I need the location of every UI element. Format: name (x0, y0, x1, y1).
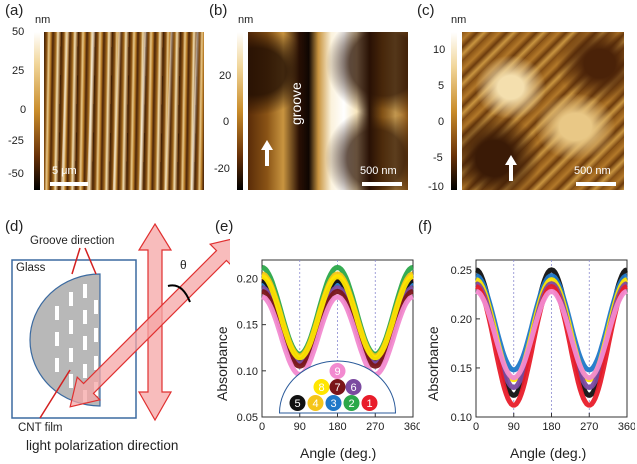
panel-c-tick: 5 (438, 80, 445, 92)
scale-bar-a (50, 182, 88, 186)
chart-f: Absorbance Angle (deg.) 0 90 180 270 360 0.10… (425, 259, 635, 461)
panel-a-unit: nm (35, 14, 51, 26)
chart-e-xlabel: Angle (deg.) (300, 445, 376, 461)
series-line-9 (475, 288, 628, 381)
panel-b-tick: 20 (219, 70, 232, 82)
groove-direction-label: Groove direction (30, 235, 115, 247)
series-line-8 (261, 274, 414, 361)
series-line-9 (261, 294, 414, 377)
panel-c-tick: -10 (428, 181, 444, 193)
y-tick-label: 0.25 (451, 265, 472, 277)
y-tick-label: 0.20 (451, 314, 472, 326)
afm-image-c (462, 32, 624, 190)
panel-a-tick: -50 (8, 168, 24, 180)
y-tick-label: 0.10 (451, 412, 472, 424)
chart-e: Absorbance Angle (deg.) 0 90 180 270 360 0.05… (214, 259, 420, 461)
legend-marker-9 (329, 363, 346, 379)
x-tick-label: 90 (508, 421, 520, 433)
legend-number-8: 8 (318, 382, 324, 394)
scale-bar-c (576, 182, 616, 186)
scale-label-c: 500 nm (574, 165, 611, 177)
chart-f-xlabel: Angle (deg.) (510, 445, 586, 461)
panel-b-colorbar (237, 32, 243, 190)
panel-a-tick: 0 (20, 104, 27, 116)
panel-a-tick: 25 (12, 65, 25, 77)
panel-e-label: (e) (215, 218, 234, 235)
x-tick-label: 0 (473, 421, 479, 433)
panel-d-label: (d) (5, 218, 24, 235)
up-arrow-icon (261, 140, 273, 166)
legend-marker-2 (343, 395, 360, 411)
polarization-schematic (11, 222, 230, 422)
y-tick-label: 0.15 (237, 320, 258, 332)
legend-marker-4 (307, 395, 324, 411)
scale-bar-b (362, 182, 402, 186)
legend-number-6: 6 (350, 382, 356, 394)
legend-marker-5 (289, 395, 306, 411)
diagonal-polarization-arrow (69, 236, 230, 408)
panel-f-label: (f) (418, 218, 433, 235)
legend-marker-7 (329, 379, 346, 395)
series-line-1 (475, 284, 628, 408)
panel-b-label: (b) (209, 2, 228, 19)
groove-label: groove (288, 82, 304, 125)
chart-e-ylabel: Absorbance (214, 326, 230, 401)
y-tick-label: 0.15 (451, 363, 472, 375)
theta-label: θ (180, 258, 187, 272)
afm-image-b (248, 32, 408, 190)
panel-c-tick: 10 (433, 44, 446, 56)
theta-arc (167, 284, 191, 303)
y-tick-label: 0.20 (237, 273, 258, 285)
legend-marker-6 (345, 379, 362, 395)
x-tick-label: 360 (618, 421, 635, 433)
legend-number-1: 1 (366, 398, 372, 410)
x-tick-label: 90 (294, 421, 306, 433)
x-tick-label: 270 (580, 421, 598, 433)
up-arrow-icon (505, 155, 517, 181)
legend-number-9: 9 (334, 366, 340, 378)
legend-number-5: 5 (294, 398, 300, 410)
legend-number-2: 2 (348, 398, 354, 410)
panel-c-label: (c) (417, 2, 435, 19)
panel-b-unit: nm (238, 14, 254, 26)
y-tick-label: 0.10 (237, 366, 258, 378)
x-tick-label: 0 (259, 421, 265, 433)
panel-c-tick: -5 (433, 152, 443, 164)
scale-label-a: 5 μm (52, 165, 77, 177)
panel-a-tick: 50 (12, 26, 25, 38)
cnt-film-label: CNT film (18, 422, 63, 434)
polarization-label: light polarization direction (26, 438, 179, 453)
x-tick-label: 180 (542, 421, 560, 433)
panel-b-tick: -20 (214, 163, 230, 175)
x-tick-label: 270 (366, 421, 384, 433)
panel-a-tick: -25 (8, 135, 24, 147)
legend-number-7: 7 (334, 382, 340, 394)
panel-a-colorbar (34, 32, 40, 190)
afm-image-a (44, 32, 204, 190)
legend-number-4: 4 (312, 398, 318, 410)
panel-b-tick: 0 (223, 116, 230, 128)
panel-c-tick: 0 (438, 116, 445, 128)
legend-marker-3 (325, 395, 342, 411)
legend-marker-8 (313, 379, 330, 395)
legend-marker-1 (361, 395, 378, 411)
scale-label-b: 500 nm (360, 165, 397, 177)
glass-label: Glass (16, 262, 46, 274)
x-tick-label: 180 (328, 421, 346, 433)
panel-a-label: (a) (5, 2, 24, 19)
panel-c-colorbar (451, 32, 457, 190)
legend-number-3: 3 (330, 398, 336, 410)
chart-f-ylabel: Absorbance (425, 326, 441, 401)
y-tick-label: 0.05 (237, 412, 258, 424)
panel-c-unit: nm (451, 14, 467, 26)
x-tick-label: 360 (404, 421, 420, 433)
